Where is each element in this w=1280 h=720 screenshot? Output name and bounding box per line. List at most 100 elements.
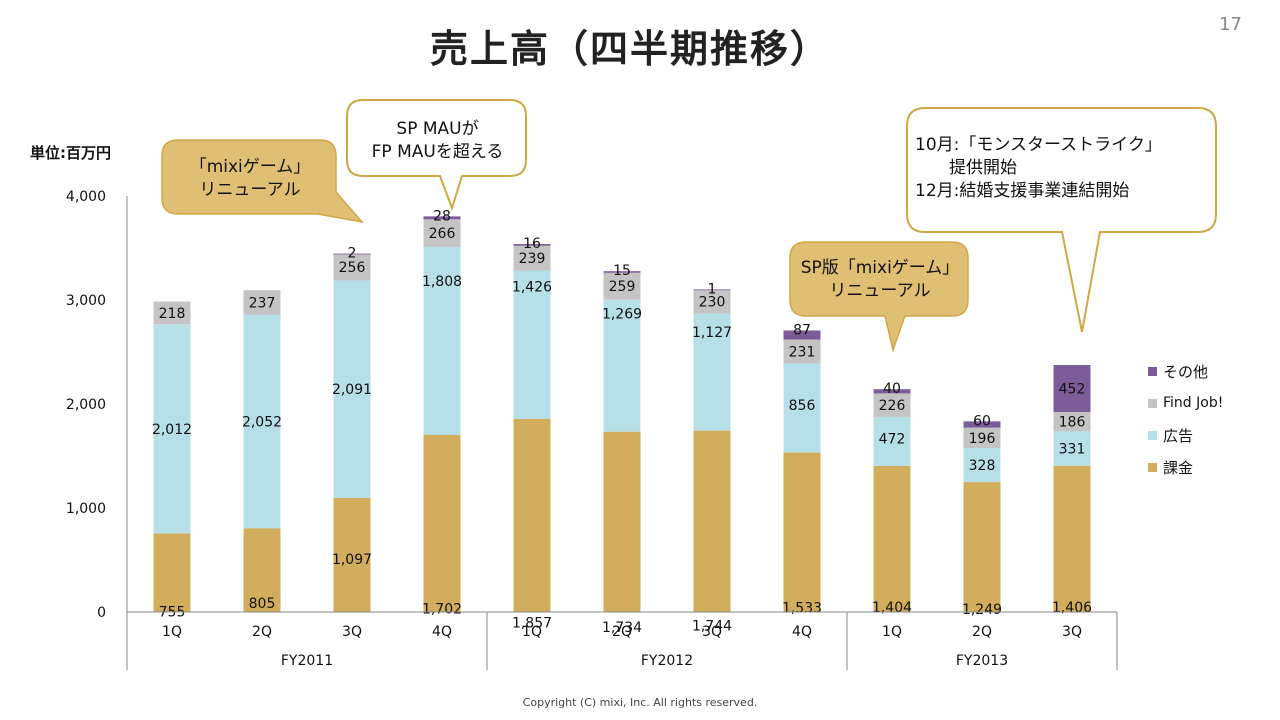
bar-koukoku xyxy=(603,299,641,432)
legend: その他 Find Job! 広告 課金 xyxy=(1148,355,1223,483)
y-tick-label: 4,000 xyxy=(66,189,106,205)
bar-kakin xyxy=(1053,465,1091,612)
data-label-koukoku: 1,808 xyxy=(422,274,462,290)
y-tick-label: 3,000 xyxy=(66,293,106,309)
data-label-koukoku: 1,269 xyxy=(602,307,642,323)
data-label-findjob: 237 xyxy=(249,296,276,312)
bar-findjob xyxy=(873,393,911,417)
data-label-kakin: 1,533 xyxy=(782,600,822,616)
y-tick-label: 2,000 xyxy=(66,397,106,413)
unit-label: 単位:百万円 xyxy=(30,144,111,162)
bar-findjob xyxy=(693,289,731,314)
legend-swatch-kakin xyxy=(1148,462,1157,472)
bar-koukoku xyxy=(243,314,281,529)
x-group-label: FY2013 xyxy=(956,653,1008,669)
data-label-findjob: 259 xyxy=(609,279,636,295)
callout-sp-mixi-game-renewal: SP版「mixiゲーム」 リニューアル xyxy=(800,258,960,301)
data-label-findjob: 230 xyxy=(699,294,726,310)
x-tick-label: 3Q xyxy=(1062,624,1082,640)
x-tick-label: 1Q xyxy=(882,624,902,640)
data-label-other: 60 xyxy=(973,413,991,429)
bar-kakin xyxy=(423,434,461,612)
bar-findjob xyxy=(513,245,551,271)
bar-koukoku xyxy=(783,363,821,453)
x-tick-label: 3Q xyxy=(702,624,722,640)
bar-koukoku xyxy=(423,246,461,435)
data-label-other: 1 xyxy=(708,281,717,297)
data-label-koukoku: 2,052 xyxy=(242,415,282,431)
callout-bubble-monster-strike xyxy=(906,107,1217,333)
x-tick-label: 1Q xyxy=(522,624,542,640)
x-group-label: FY2012 xyxy=(641,653,693,669)
bar-findjob xyxy=(153,301,191,325)
bar-other xyxy=(603,271,641,273)
legend-swatch-koukoku xyxy=(1148,430,1157,440)
bar-findjob xyxy=(963,427,1001,448)
bar-other xyxy=(513,244,551,246)
data-label-kakin: 1,734 xyxy=(602,620,642,636)
bar-findjob xyxy=(783,339,821,364)
x-tick-label: 3Q xyxy=(342,624,362,640)
bar-koukoku xyxy=(1053,431,1091,466)
data-label-kakin: 1,249 xyxy=(962,602,1002,618)
bar-other xyxy=(1053,365,1091,413)
bar-kakin xyxy=(603,431,641,612)
data-label-kakin: 1,857 xyxy=(512,615,552,631)
data-label-koukoku: 856 xyxy=(789,398,816,414)
bar-findjob xyxy=(333,253,371,281)
legend-item-koukoku: 広告 xyxy=(1148,419,1223,451)
bar-other xyxy=(783,330,821,340)
data-label-kakin: 1,406 xyxy=(1052,600,1092,616)
legend-label-other: その他 xyxy=(1163,362,1209,381)
bar-kakin xyxy=(693,430,731,612)
callout-monster-strike: 10月:「モンスターストライク」 提供開始 12月:結婚支援事業連結開始 xyxy=(915,135,1162,201)
y-tick-label: 1,000 xyxy=(66,501,106,517)
callout-bubble-sp-mixi-game xyxy=(789,241,969,353)
bar-kakin xyxy=(513,418,551,612)
callout-bubble-sp-mau xyxy=(346,99,527,212)
data-label-koukoku: 331 xyxy=(1059,442,1086,458)
data-label-koukoku: 2,091 xyxy=(332,382,372,398)
callout-mixi-game-renewal: 「mixiゲーム」 リニューアル xyxy=(189,157,311,200)
legend-swatch-findjob xyxy=(1148,398,1157,408)
bar-koukoku xyxy=(513,270,551,419)
legend-item-other: その他 xyxy=(1148,355,1223,387)
page-number: 17 xyxy=(1219,14,1242,35)
data-label-findjob: 239 xyxy=(519,251,546,267)
x-tick-label: 4Q xyxy=(432,624,452,640)
data-label-other: 452 xyxy=(1059,382,1086,398)
bar-findjob xyxy=(1053,412,1091,432)
data-label-koukoku: 1,426 xyxy=(512,280,552,296)
bar-other xyxy=(423,216,461,220)
bar-findjob xyxy=(423,219,461,247)
bar-koukoku xyxy=(153,324,191,534)
data-label-koukoku: 472 xyxy=(879,431,906,447)
data-label-findjob: 218 xyxy=(159,306,186,322)
bar-kakin xyxy=(243,528,281,612)
bar-koukoku xyxy=(963,447,1001,483)
data-label-other: 15 xyxy=(613,263,631,279)
data-label-kakin: 1,744 xyxy=(692,618,732,634)
legend-label-koukoku: 広告 xyxy=(1163,426,1194,445)
x-tick-label: 2Q xyxy=(972,624,992,640)
data-label-findjob: 226 xyxy=(879,398,906,414)
legend-item-findjob: Find Job! xyxy=(1148,387,1223,419)
bar-koukoku xyxy=(873,416,911,466)
callout-bubble-mixi-game xyxy=(161,139,364,224)
data-label-other: 28 xyxy=(433,208,451,224)
data-label-koukoku: 328 xyxy=(969,458,996,474)
data-label-koukoku: 2,012 xyxy=(152,422,192,438)
data-label-kakin: 1,097 xyxy=(332,552,372,568)
data-label-kakin: 1,702 xyxy=(422,601,462,617)
y-tick-label: 0 xyxy=(97,605,106,621)
bar-findjob xyxy=(243,290,281,315)
data-label-other: 40 xyxy=(883,381,901,397)
x-group-label: FY2011 xyxy=(281,653,333,669)
bar-other xyxy=(963,421,1001,428)
x-tick-label: 2Q xyxy=(252,624,272,640)
bar-findjob xyxy=(603,272,641,300)
copyright: Copyright (C) mixi, Inc. All rights rese… xyxy=(522,696,758,709)
data-label-kakin: 1,404 xyxy=(872,600,912,616)
data-label-findjob: 266 xyxy=(429,226,456,242)
x-tick-label: 2Q xyxy=(612,624,632,640)
